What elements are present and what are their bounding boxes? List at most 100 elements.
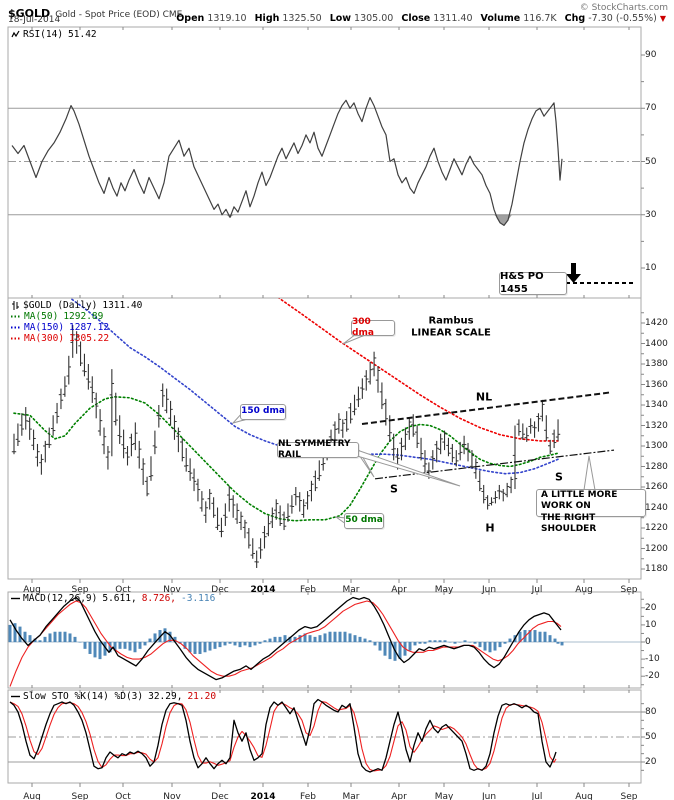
x-axis-label: Sep [620, 792, 638, 800]
x-axis-label: Oct [115, 585, 131, 595]
macd-panel-border [7, 591, 642, 689]
callout-50dma: 50 dma [344, 513, 384, 529]
callout-nl-symmetry-rail: NL SYMMETRY RAIL [277, 439, 359, 460]
macd-legend-label: MACD(12,26,9) [23, 593, 98, 604]
candlestick-icon [11, 301, 20, 310]
quote-open-label: Open [176, 13, 205, 24]
annotation-linear-scale: LINEAR SCALE [411, 327, 491, 339]
annotation-s: S [555, 470, 563, 484]
indicator-icon [11, 30, 20, 39]
x-axis-label: Oct [115, 792, 131, 800]
y-axis-label: 1380 [645, 359, 668, 369]
y-axis-label: 1340 [645, 400, 668, 410]
y-axis-label: 20 [645, 756, 657, 767]
price-panel-border [7, 297, 642, 580]
y-axis-label: 1240 [645, 502, 668, 513]
annotation-h: H [485, 521, 495, 535]
price-legend-label: MA(150) [24, 322, 65, 333]
y-axis-label: 80 [645, 707, 657, 717]
y-axis-label: 1180 [645, 564, 668, 574]
x-axis-label: May [434, 585, 454, 595]
y-axis-label: 30 [645, 209, 657, 220]
y-axis-label: -20 [645, 671, 660, 682]
y-axis-label: 10 [645, 619, 657, 630]
price-legend-value: 1287.12 [69, 322, 110, 333]
x-axis-label: Jul [531, 792, 543, 800]
symmetry-rail-line [374, 449, 615, 480]
callout-right-shoulder-text: THE RIGHT SHOULDER [541, 512, 597, 534]
macd-value-3: -3.116 [181, 593, 216, 604]
quote-volume-label: Volume [480, 13, 521, 24]
price-legend-value: 1311.40 [102, 300, 143, 311]
macd-legend: MACD(12,26,9) 5.611, 8.726, -3.116 [11, 593, 215, 604]
y-axis-label: 1420 [645, 318, 668, 328]
quote-high-value: 1325.50 [282, 13, 322, 24]
dotted-line-icon [11, 334, 21, 343]
y-axis-label: 1400 [645, 338, 668, 349]
rsi-legend-label: RSI(14) [23, 29, 64, 40]
ma(300)-line [278, 298, 559, 442]
price-legend-label: $GOLD (Daily) [23, 300, 98, 311]
percent-k-line [9, 698, 557, 773]
x-axis-label: Aug [575, 585, 593, 595]
callout-300dma: 300 dma [351, 317, 395, 338]
x-axis-label: 2014 [250, 585, 276, 595]
sto-value-2: 21.20 [187, 691, 217, 702]
rsi-series [11, 97, 563, 226]
line-icon [11, 594, 20, 603]
annotation-rambus: Rambus [428, 315, 474, 327]
price-legend-label: MA(300) [24, 333, 65, 344]
x-axis-label: Dec [211, 792, 229, 800]
signal-line [9, 600, 562, 687]
quote-close-value: 1311.40 [433, 13, 473, 24]
price-legend-row-3: MA(300) 1305.22 [11, 333, 142, 344]
sto-series [9, 698, 557, 773]
y-axis-label: 1200 [645, 543, 668, 554]
x-axis-label: Nov [163, 585, 181, 595]
y-axis-label: 0 [645, 637, 651, 647]
x-axis-label: Mar [342, 792, 360, 800]
macd-value-2: 8.726, [141, 593, 177, 604]
sto-legend: Slow STO %K(14) %D(3) 32.29, 21.20 [11, 691, 216, 702]
x-axis-label: Feb [300, 585, 316, 595]
x-axis-label: 2014 [250, 792, 276, 800]
price-legend-row-0: $GOLD (Daily) 1311.40 [11, 300, 142, 311]
quote-high-label: High [254, 13, 280, 24]
y-axis-label: 90 [645, 50, 657, 60]
x-axis-label: Jun [481, 585, 497, 595]
macd-line [9, 596, 562, 681]
y-axis-label: 1260 [645, 482, 668, 492]
y-axis-label: 10 [645, 263, 657, 273]
callout-150dma: 150 dma [240, 404, 286, 420]
callout-right-shoulder-pointer [583, 455, 596, 491]
rsi-legend: RSI(14) 51.42 [11, 29, 97, 40]
sto-value-1: 32.29, [148, 691, 183, 702]
quote-chg-label: Chg [564, 13, 586, 24]
line-icon [11, 692, 20, 701]
price-legend-label: MA(50) [24, 311, 59, 322]
hs-price-objective-label: H&S PO 1455 [499, 271, 567, 295]
quote-close-label: Close [401, 13, 431, 24]
chg-down-triangle-icon: ▼ [659, 14, 666, 23]
x-axis-label: Feb [300, 792, 316, 800]
y-axis-label: 1280 [645, 461, 668, 472]
y-axis-label: 1300 [645, 441, 668, 451]
quote-low-label: Low [329, 13, 352, 24]
annotation-s: S [390, 482, 398, 496]
macd-value-1: 5.611, [102, 593, 137, 604]
symbol-description: Gold - Spot Price (EOD) CME [55, 10, 183, 20]
down-arrow-icon [571, 263, 576, 275]
callout-150dma-text: 150 dma [241, 406, 285, 417]
x-axis-label: Sep [620, 585, 638, 595]
x-axis-label: Nov [163, 792, 181, 800]
x-axis-label: Apr [391, 585, 407, 595]
quote-low-value: 1305.00 [354, 13, 394, 24]
price-legend-value: 1292.89 [63, 311, 104, 322]
quote-chg-value: -7.30 (-0.55%) [588, 13, 657, 24]
callout-50dma-text: 50 dma [345, 515, 383, 526]
x-axis-label: May [434, 792, 454, 800]
y-axis-label: 50 [645, 156, 657, 167]
callout-right-shoulder: A LITTLE MORE WORK ON THE RIGHT SHOULDER [536, 489, 646, 534]
